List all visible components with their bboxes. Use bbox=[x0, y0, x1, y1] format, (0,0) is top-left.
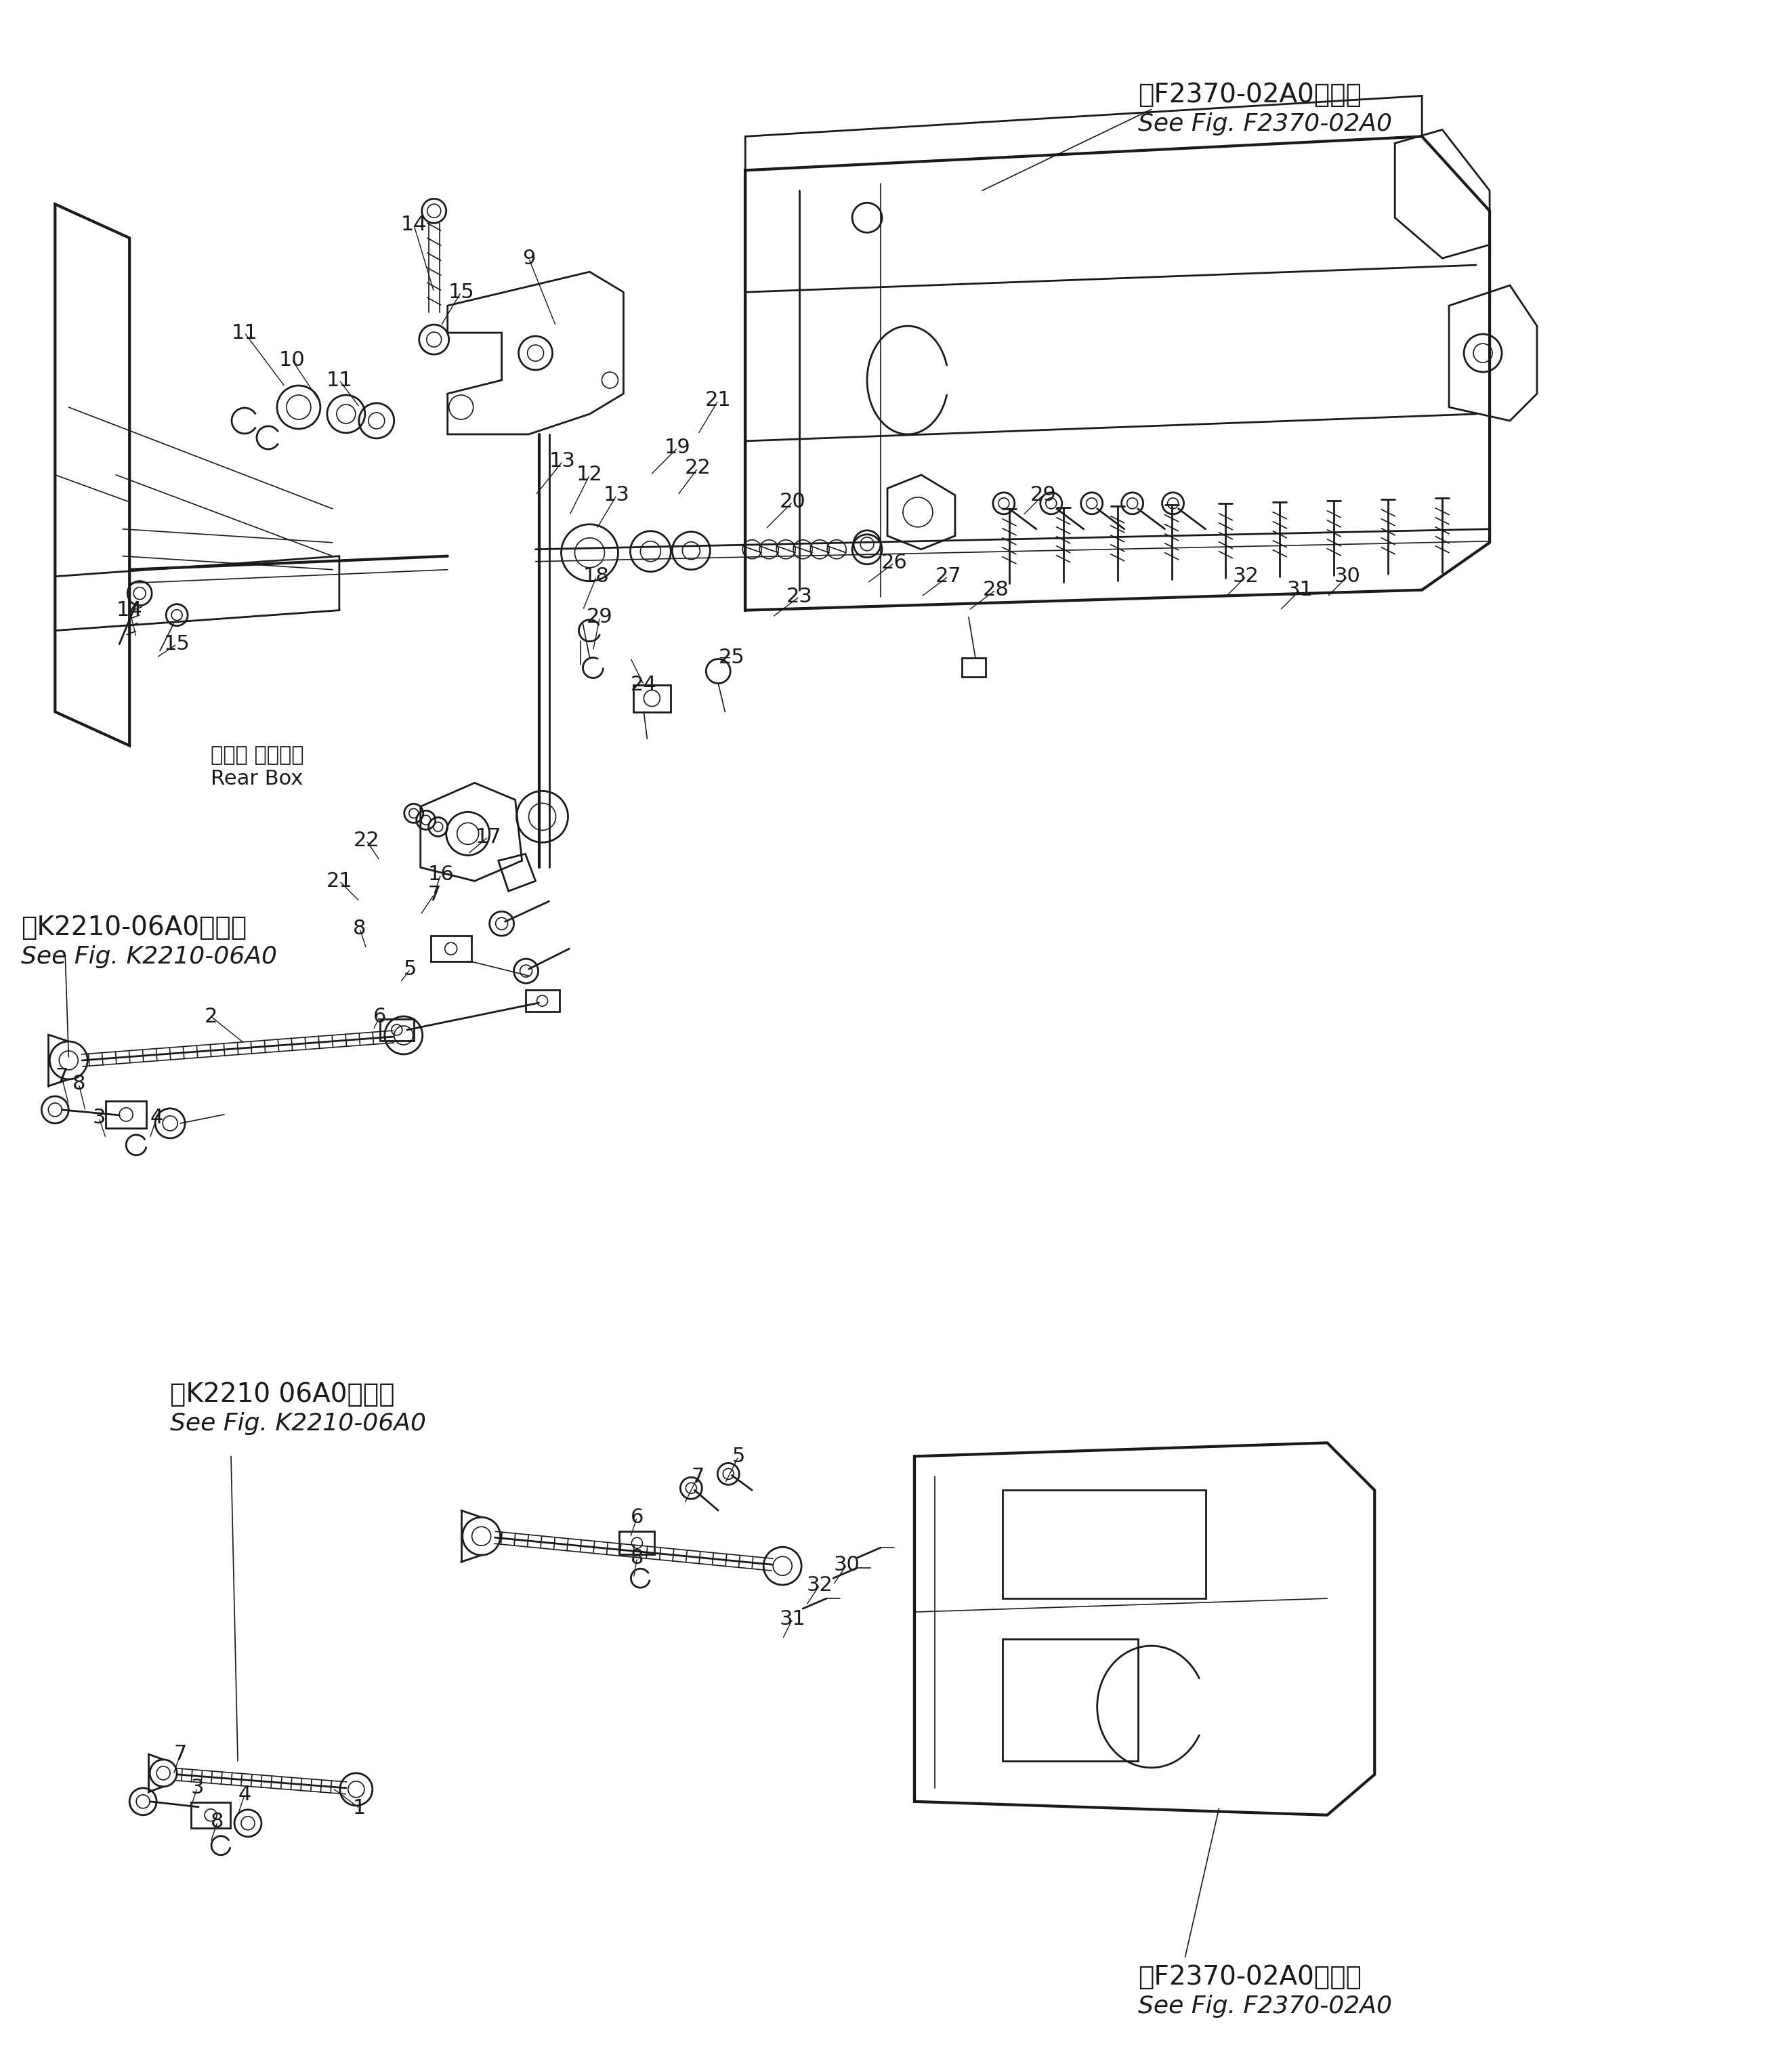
Text: 6: 6 bbox=[374, 1007, 386, 1026]
Text: 5: 5 bbox=[404, 959, 417, 978]
Text: 12: 12 bbox=[576, 464, 603, 485]
Text: 21: 21 bbox=[705, 392, 732, 410]
Text: 3: 3 bbox=[93, 1109, 106, 1127]
Text: 11: 11 bbox=[326, 371, 352, 390]
Text: 24: 24 bbox=[632, 675, 657, 694]
Text: See Fig. F2370-02A0: See Fig. F2370-02A0 bbox=[1138, 1995, 1392, 2018]
Text: 25: 25 bbox=[719, 649, 744, 667]
Text: 11: 11 bbox=[231, 323, 258, 342]
Text: 8: 8 bbox=[72, 1073, 86, 1094]
Text: 14: 14 bbox=[116, 601, 143, 620]
Bar bbox=[1002, 1639, 1138, 1761]
Text: Rear Box: Rear Box bbox=[211, 769, 302, 789]
Bar bbox=[106, 1100, 147, 1127]
Text: 4: 4 bbox=[150, 1109, 163, 1127]
Text: 30: 30 bbox=[834, 1554, 861, 1575]
Text: 6: 6 bbox=[630, 1508, 644, 1527]
Bar bbox=[633, 684, 671, 713]
Text: 10: 10 bbox=[279, 350, 306, 369]
Text: 22: 22 bbox=[685, 458, 710, 479]
Text: 29: 29 bbox=[587, 607, 614, 628]
Text: 32: 32 bbox=[807, 1575, 834, 1595]
Text: 13: 13 bbox=[549, 452, 576, 470]
Text: 5: 5 bbox=[732, 1446, 744, 1467]
Text: 15: 15 bbox=[165, 634, 190, 655]
Bar bbox=[619, 1531, 655, 1554]
Text: 20: 20 bbox=[780, 493, 805, 512]
Text: 28: 28 bbox=[982, 580, 1009, 599]
Text: See Fig. K2210-06A0: See Fig. K2210-06A0 bbox=[21, 945, 277, 968]
Text: 27: 27 bbox=[936, 566, 961, 586]
Text: 16: 16 bbox=[428, 864, 454, 885]
Text: 2: 2 bbox=[204, 1007, 216, 1026]
Text: リヤー ボックス: リヤー ボックス bbox=[211, 746, 304, 765]
Text: 第K2210 06A0図参照: 第K2210 06A0図参照 bbox=[170, 1382, 395, 1407]
Text: 7: 7 bbox=[174, 1745, 186, 1763]
Text: See Fig. K2210-06A0: See Fig. K2210-06A0 bbox=[170, 1413, 426, 1436]
Text: 第F2370-02A0図参照: 第F2370-02A0図参照 bbox=[1138, 1964, 1361, 1989]
Text: 8: 8 bbox=[352, 918, 367, 939]
Text: 3: 3 bbox=[191, 1778, 204, 1798]
Text: 7: 7 bbox=[691, 1467, 705, 1486]
Text: 23: 23 bbox=[785, 586, 812, 607]
Bar bbox=[526, 990, 560, 1011]
Text: 第F2370-02A0図参照: 第F2370-02A0図参照 bbox=[1138, 83, 1361, 108]
Bar bbox=[431, 937, 471, 961]
Text: 19: 19 bbox=[664, 437, 691, 458]
Bar bbox=[379, 1019, 413, 1040]
Text: 8: 8 bbox=[211, 1813, 224, 1832]
Bar bbox=[1002, 1490, 1206, 1598]
Text: 18: 18 bbox=[583, 566, 610, 586]
Text: 31: 31 bbox=[780, 1610, 805, 1629]
Text: 4: 4 bbox=[238, 1784, 250, 1805]
Text: 15: 15 bbox=[447, 282, 474, 303]
Text: 1: 1 bbox=[352, 1798, 367, 1817]
Text: 8: 8 bbox=[630, 1548, 644, 1569]
Text: 7: 7 bbox=[428, 885, 440, 903]
Text: 9: 9 bbox=[522, 249, 535, 267]
Text: 26: 26 bbox=[880, 553, 907, 572]
Bar bbox=[962, 657, 986, 678]
Text: 31: 31 bbox=[1286, 580, 1313, 599]
Text: 13: 13 bbox=[603, 485, 630, 506]
Text: 30: 30 bbox=[1335, 566, 1361, 586]
Text: 22: 22 bbox=[352, 831, 379, 850]
Text: 7: 7 bbox=[55, 1067, 68, 1088]
Text: 29: 29 bbox=[1030, 485, 1056, 506]
Bar bbox=[191, 1803, 231, 1828]
Text: 21: 21 bbox=[326, 870, 352, 891]
Text: See Fig. F2370-02A0: See Fig. F2370-02A0 bbox=[1138, 112, 1392, 137]
Text: 17: 17 bbox=[476, 827, 501, 847]
Text: 第K2210-06A0図参照: 第K2210-06A0図参照 bbox=[21, 916, 247, 941]
Text: 14: 14 bbox=[401, 215, 428, 234]
Text: 32: 32 bbox=[1233, 566, 1259, 586]
